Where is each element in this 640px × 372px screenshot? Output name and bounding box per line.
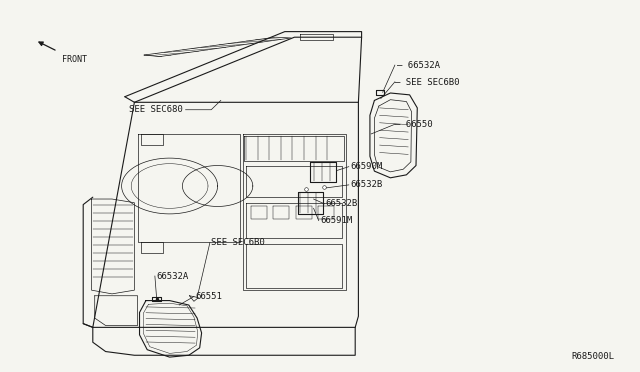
- Text: — SEE SEC6B0: — SEE SEC6B0: [395, 78, 460, 87]
- Text: 66532B: 66532B: [351, 180, 383, 189]
- Text: SEE SEC680: SEE SEC680: [129, 105, 182, 114]
- Text: SEE SEC6B0: SEE SEC6B0: [211, 238, 265, 247]
- Text: 66551: 66551: [195, 292, 222, 301]
- Text: FRONT: FRONT: [62, 55, 87, 64]
- Text: — 66550: — 66550: [395, 120, 433, 129]
- Text: 66532B: 66532B: [325, 199, 357, 208]
- Text: R685000L: R685000L: [572, 352, 614, 361]
- Text: 66591M: 66591M: [320, 216, 352, 225]
- Text: 66532A: 66532A: [157, 272, 189, 280]
- Text: — 66532A: — 66532A: [397, 61, 440, 70]
- Text: 66590M: 66590M: [351, 162, 383, 171]
